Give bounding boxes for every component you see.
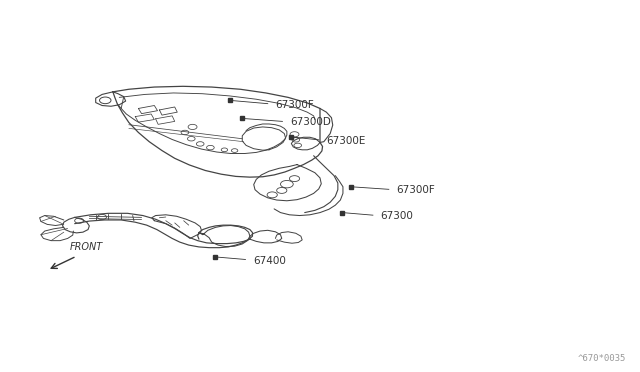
- Text: 67300F: 67300F: [396, 185, 435, 195]
- Text: 67300: 67300: [381, 211, 413, 221]
- Text: FRONT: FRONT: [70, 242, 104, 252]
- Text: ^670*0035: ^670*0035: [577, 354, 626, 363]
- Text: 67300D: 67300D: [290, 118, 331, 128]
- Text: 67400: 67400: [253, 256, 286, 266]
- Text: 67300F: 67300F: [275, 100, 314, 110]
- Text: 67300E: 67300E: [326, 136, 365, 146]
